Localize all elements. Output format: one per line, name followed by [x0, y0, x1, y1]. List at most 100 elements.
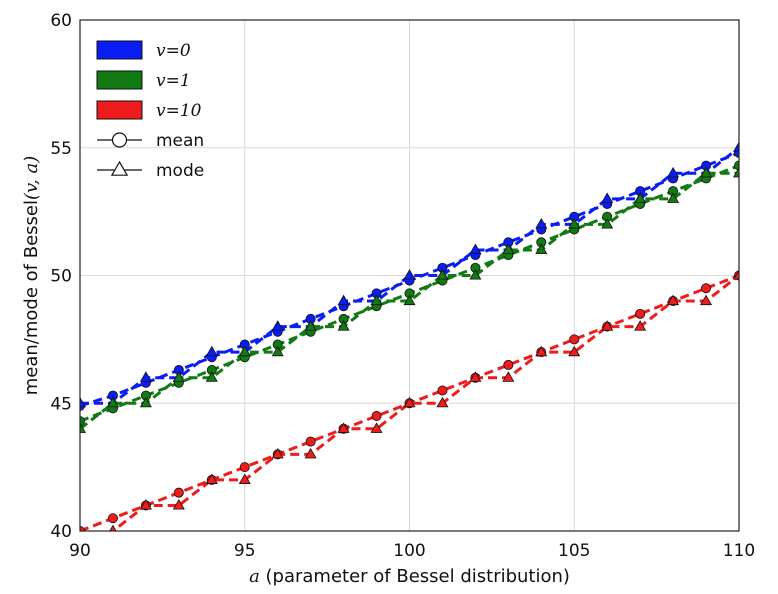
data-point-mode	[568, 217, 581, 229]
legend-item-v1: v=1	[96, 70, 191, 91]
data-point-mode	[238, 345, 251, 357]
legend-marker-circle	[111, 132, 128, 148]
series-v1-mode	[80, 166, 739, 433]
data-point-mode	[271, 447, 284, 459]
series-layer	[80, 141, 739, 531]
legend-label: v=10	[156, 101, 202, 121]
series-line	[107, 274, 739, 531]
x-tick-label: 100	[393, 541, 425, 561]
data-point-mode	[502, 371, 515, 382]
legend-swatch	[96, 100, 143, 120]
data-point-mode	[205, 371, 218, 382]
data-point-mode	[304, 447, 317, 459]
data-point-mode	[337, 422, 350, 433]
data-point-mode	[139, 499, 152, 510]
data-point-mode	[172, 371, 185, 382]
x-tick-label: 105	[558, 541, 590, 561]
data-point-mode	[732, 269, 739, 280]
data-point-mode	[436, 396, 449, 408]
data-point-mean	[569, 334, 580, 345]
legend-label: mode	[156, 161, 204, 181]
data-point-mode	[469, 269, 482, 280]
data-point-mean	[173, 487, 184, 498]
data-point-mode	[106, 396, 119, 408]
data-point-mode	[337, 294, 350, 306]
data-point-mode	[109, 524, 117, 531]
data-point-mode	[205, 473, 218, 484]
data-point-mode	[436, 269, 449, 280]
series-line	[80, 146, 739, 405]
data-point-mode	[535, 217, 548, 229]
data-point-mode	[370, 422, 383, 433]
legend-swatch	[96, 70, 143, 90]
data-point-mode	[601, 217, 614, 229]
legend: v=0 v=1 v=10 mean mode	[96, 40, 204, 181]
y-tick-label: 40	[50, 522, 72, 542]
data-point-mean	[107, 513, 118, 524]
data-point-mode	[337, 320, 350, 331]
data-point-mode	[601, 192, 614, 203]
data-point-mode	[403, 269, 416, 280]
data-point-mode	[535, 243, 548, 254]
x-tick-label: 110	[723, 541, 755, 561]
data-point-mode	[634, 320, 647, 331]
x-tick-label: 95	[234, 541, 256, 561]
data-point-mode	[370, 294, 383, 306]
data-point-mode	[469, 243, 482, 254]
series-v10-mode	[107, 269, 739, 531]
legend-item-v10: v=10	[96, 100, 202, 121]
data-point-mode	[732, 166, 739, 178]
plot-frame	[79, 19, 740, 532]
data-point-mode	[304, 320, 317, 331]
data-point-mean	[734, 160, 739, 171]
data-point-mean	[437, 385, 448, 396]
data-point-mode	[271, 345, 284, 357]
data-point-mode	[667, 192, 680, 203]
data-point-mode	[172, 499, 185, 510]
legend-label: mean	[156, 131, 204, 151]
data-point-mode	[700, 294, 713, 306]
legend-label: v=0	[156, 41, 191, 61]
data-point-mode	[139, 371, 152, 382]
data-point-mode	[205, 345, 218, 357]
data-point-mean	[239, 462, 250, 473]
data-point-mode	[80, 422, 87, 433]
data-point-mean	[635, 308, 646, 319]
y-tick-label: 55	[50, 139, 72, 159]
x-tick-label: 90	[69, 541, 91, 561]
legend-swatch	[96, 40, 143, 60]
data-point-mode	[139, 396, 152, 408]
data-point-mode	[667, 166, 680, 178]
data-point-mode	[502, 243, 515, 254]
data-point-mean	[305, 436, 316, 447]
data-point-mean	[371, 411, 382, 422]
data-point-mode	[403, 294, 416, 306]
data-point-mode	[700, 166, 713, 178]
data-point-mode	[403, 396, 416, 408]
tick-labels: 90 95 100 105 110 40 45 50 55 60	[50, 11, 755, 561]
data-point-mode	[634, 192, 647, 203]
data-point-mode	[535, 345, 548, 357]
data-point-mode	[732, 141, 739, 152]
data-point-mode	[271, 320, 284, 331]
y-tick-label: 50	[50, 267, 72, 287]
legend-label: v=1	[156, 71, 191, 91]
data-point-mode	[667, 294, 680, 306]
y-tick-label: 60	[50, 11, 72, 31]
data-point-mean	[503, 359, 514, 370]
legend-item-mode: mode	[97, 160, 204, 181]
data-point-mean	[701, 283, 712, 294]
y-axis-label: mean/mode of Bessel(v, a)	[21, 156, 42, 395]
legend-marker-triangle	[110, 160, 129, 176]
data-point-mode	[469, 371, 482, 382]
legend-item-mean: mean	[97, 131, 204, 151]
data-point-mode	[568, 345, 581, 357]
data-point-mode	[238, 473, 251, 484]
data-point-mode	[601, 320, 614, 331]
y-tick-label: 45	[50, 394, 72, 414]
legend-item-v0: v=0	[96, 40, 191, 61]
series-line	[80, 171, 739, 430]
x-axis-label: a (parameter of Bessel distribution)	[249, 566, 570, 587]
data-point-mode	[80, 396, 87, 408]
